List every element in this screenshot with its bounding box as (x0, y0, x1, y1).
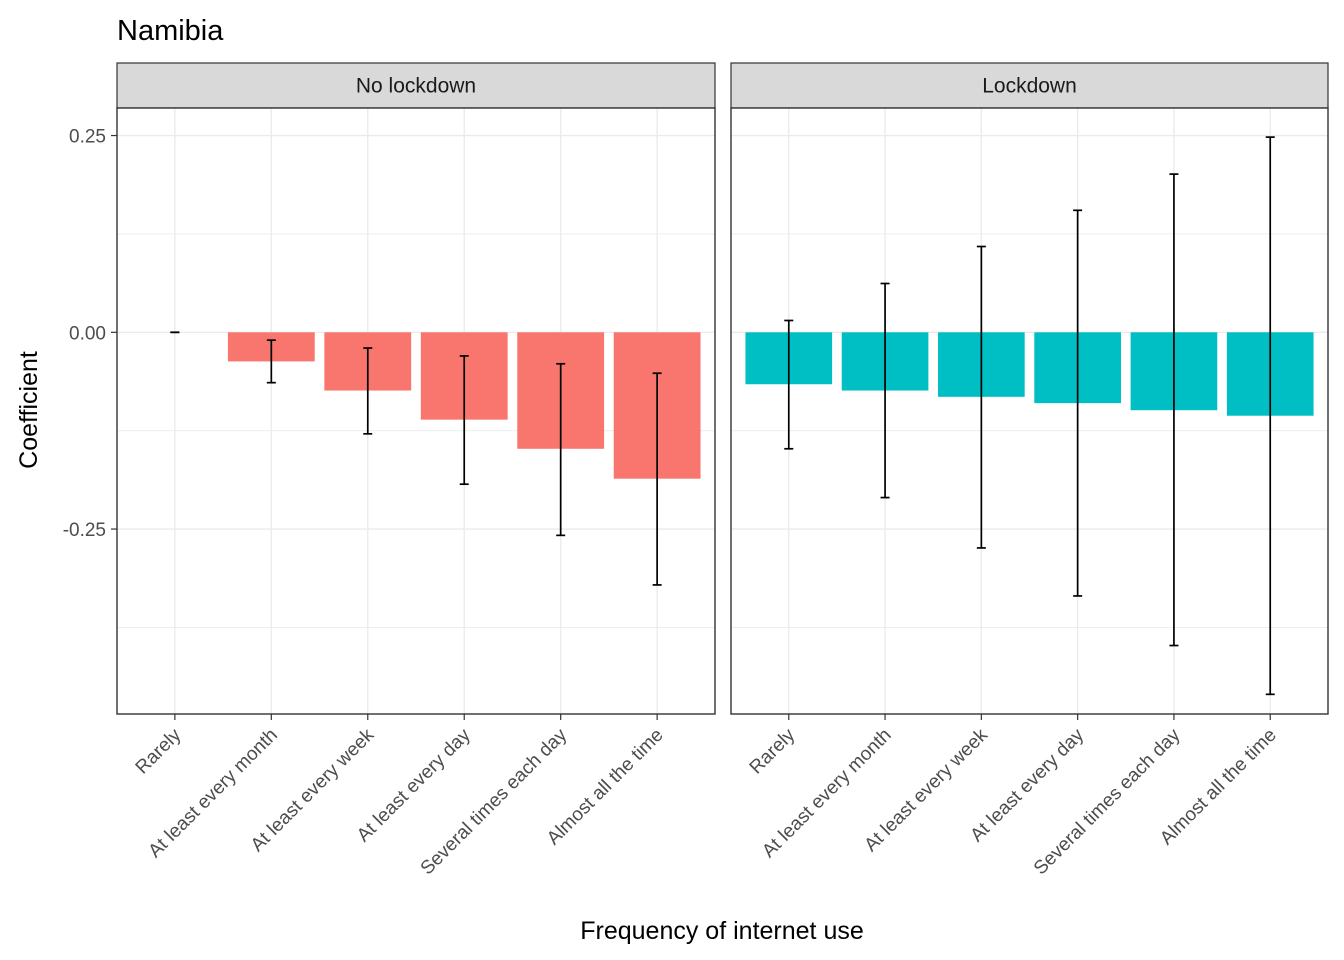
x-tick-label: Rarely (132, 724, 186, 778)
error-bar (784, 319, 794, 450)
chart-title: Namibia (117, 15, 224, 47)
error-bar (363, 347, 373, 435)
y-tick-label: -0.25 (63, 520, 106, 541)
facet-strip-label: Lockdown (982, 75, 1077, 98)
y-axis: 0.25 0.00 -0.25 (63, 127, 117, 541)
facet-strip-label: No lockdown (356, 75, 476, 98)
panel-border (730, 107, 1329, 715)
error-bar (459, 355, 469, 486)
error-bar (652, 372, 662, 586)
x-axis-title: Frequency of internet use (580, 917, 864, 945)
facet-strip (116, 62, 716, 109)
error-bar (880, 282, 890, 499)
x-tick-label: Rarely (746, 724, 800, 778)
y-tick-label: 0.25 (69, 127, 106, 148)
error-bar (266, 339, 276, 384)
facet-strip (730, 62, 1329, 109)
panel-border (116, 107, 716, 715)
y-axis-title: Coefficient (15, 351, 43, 469)
error-bar (976, 245, 986, 549)
error-bar (1073, 209, 1083, 597)
error-bar (1265, 136, 1275, 696)
error-bar (1169, 173, 1179, 647)
error-bar (556, 362, 566, 537)
y-tick-label: 0.00 (69, 323, 106, 344)
